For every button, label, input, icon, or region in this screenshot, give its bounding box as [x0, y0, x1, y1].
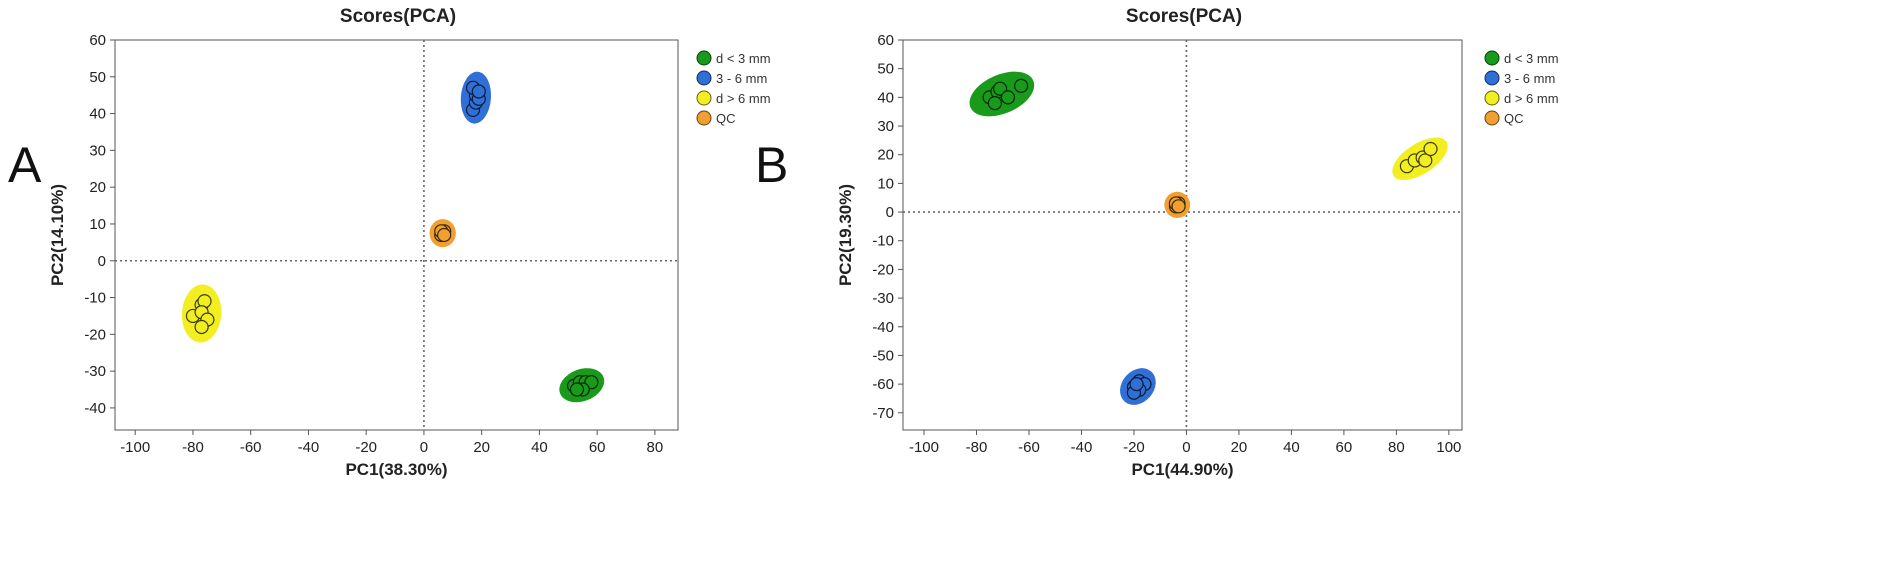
y-tick-label: 50 [877, 61, 894, 78]
data-point [1418, 153, 1433, 168]
x-tick-label: -100 [909, 439, 939, 456]
legend-label: QC [1504, 111, 1524, 126]
y-tick-label: 40 [89, 106, 106, 123]
y-tick-label: -70 [872, 405, 894, 422]
data-point [437, 227, 452, 243]
data-point [569, 382, 585, 397]
y-tick-label: 50 [89, 69, 106, 86]
data-point [1000, 90, 1016, 105]
y-tick-label: 20 [877, 147, 894, 164]
legend-label: d > 6 mm [1504, 91, 1559, 106]
x-tick-label: 80 [647, 439, 664, 456]
x-tick-label: 60 [1336, 439, 1353, 456]
x-tick-label: 100 [1436, 439, 1461, 456]
x-tick-label: -20 [355, 439, 377, 456]
y-tick-label: -30 [872, 290, 894, 307]
data-point [987, 95, 1002, 111]
legend-marker [696, 50, 712, 66]
legend-marker [1484, 50, 1500, 66]
x-tick-label: 40 [531, 439, 548, 456]
x-tick-label: 60 [589, 439, 606, 456]
x-tick-label: -80 [182, 439, 204, 456]
y-tick-label: 0 [98, 253, 106, 270]
y-axis-label: PC2(14.10%) [48, 184, 67, 286]
y-tick-label: 10 [89, 216, 106, 233]
plot-frame [902, 39, 1463, 431]
y-tick-label: -40 [872, 319, 894, 336]
y-tick-label: -60 [872, 376, 894, 393]
y-tick-label: 0 [886, 204, 894, 221]
y-axis-label: PC2(19.30%) [836, 184, 855, 286]
legend-label: d < 3 mm [1504, 51, 1559, 66]
legend-label: d > 6 mm [716, 91, 771, 106]
data-point [1423, 141, 1438, 157]
legend-marker [696, 70, 712, 86]
legend-label: 3 - 6 mm [716, 71, 767, 86]
legend-marker [1484, 110, 1500, 126]
legend-marker [696, 110, 712, 126]
data-point [1129, 377, 1144, 392]
x-tick-label: 40 [1283, 439, 1300, 456]
panel-label: A [8, 137, 42, 193]
y-tick-label: 10 [877, 175, 894, 192]
x-tick-label: 20 [473, 439, 490, 456]
x-tick-label: 0 [1182, 439, 1190, 456]
legend-marker [1484, 70, 1500, 86]
data-point [471, 84, 486, 99]
x-tick-label: -60 [240, 439, 262, 456]
x-tick-label: -80 [966, 439, 988, 456]
x-axis-label: PC1(44.90%) [1131, 460, 1233, 479]
data-point [1013, 78, 1029, 93]
legend-label: QC [716, 111, 736, 126]
y-tick-label: 60 [877, 32, 894, 49]
x-tick-label: 20 [1231, 439, 1248, 456]
x-tick-label: -40 [1071, 439, 1093, 456]
y-tick-label: 40 [877, 89, 894, 106]
data-point [1171, 199, 1186, 214]
x-tick-label: 80 [1388, 439, 1405, 456]
legend-label: d < 3 mm [716, 51, 771, 66]
data-point [194, 319, 209, 335]
y-tick-label: -20 [872, 261, 894, 278]
plot-frame [114, 39, 679, 431]
y-tick-label: 20 [89, 179, 106, 196]
y-tick-label: -10 [84, 290, 106, 307]
y-tick-label: -20 [84, 326, 106, 343]
x-tick-label: -20 [1123, 439, 1145, 456]
x-tick-label: 0 [420, 439, 428, 456]
legend-marker [696, 90, 712, 106]
legend-label: 3 - 6 mm [1504, 71, 1555, 86]
panel-label: B [755, 137, 788, 193]
y-tick-label: 30 [877, 118, 894, 135]
x-tick-label: -60 [1018, 439, 1040, 456]
x-axis-label: PC1(38.30%) [345, 460, 447, 479]
y-tick-label: -30 [84, 363, 106, 380]
legend-marker [1484, 90, 1500, 106]
y-tick-label: 60 [89, 32, 106, 49]
y-tick-label: -40 [84, 400, 106, 417]
chart-title: Scores(PCA) [340, 6, 456, 27]
y-tick-label: 30 [89, 142, 106, 159]
chart-title: Scores(PCA) [1126, 6, 1242, 27]
y-tick-label: -50 [872, 347, 894, 364]
y-tick-label: -10 [872, 233, 894, 250]
x-tick-label: -100 [120, 439, 150, 456]
x-tick-label: -40 [298, 439, 320, 456]
